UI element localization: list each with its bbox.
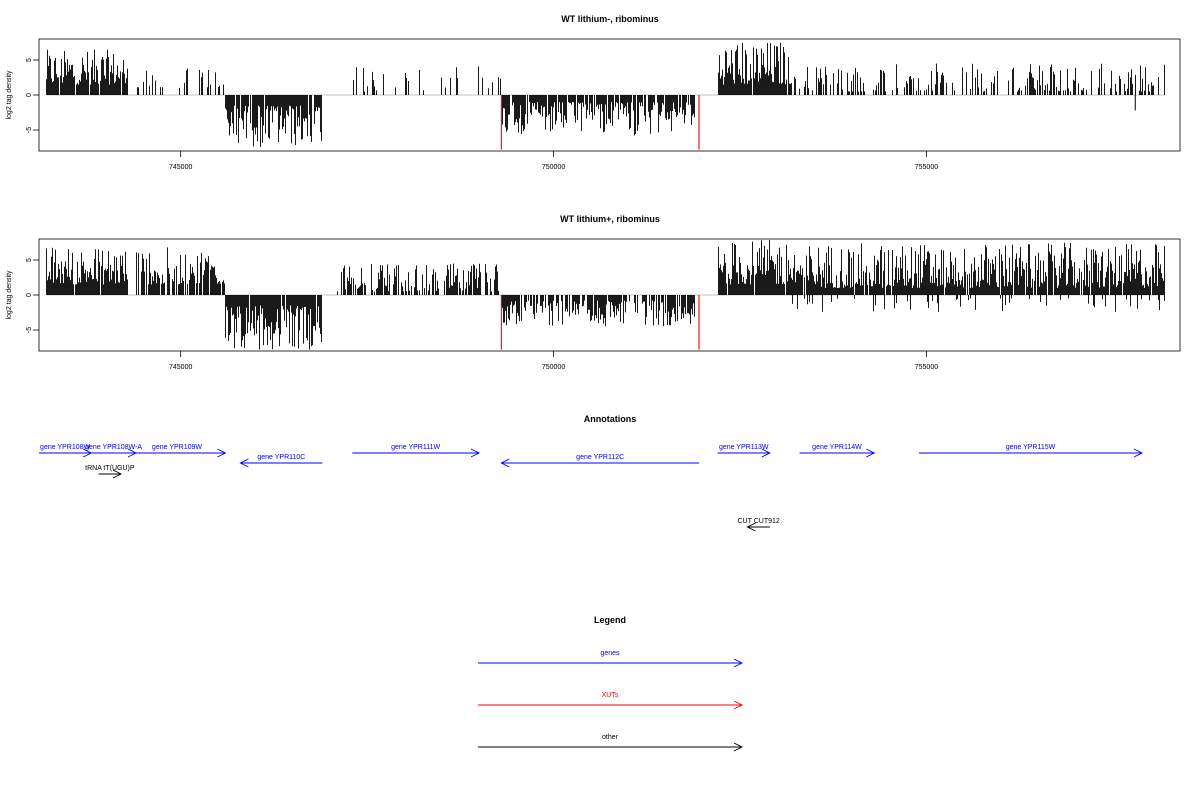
annotation-feature: gene YPR111W [352,444,480,458]
arrow-head [733,742,744,752]
legend-label: other [602,734,619,741]
feature-label: CUT CUT912 [738,518,780,525]
y-tick-label: -5 [26,127,33,133]
y-tick-label: 5 [26,58,33,62]
feature-label: gene YPR110C [257,454,305,461]
arrow-head [761,448,771,458]
annotation-feature: gene YPR109W [128,444,227,458]
axes: 745000 750000 755000 -5 0 5 [26,258,938,371]
signal-bars [46,42,1166,150]
y-tick-label: -5 [26,327,33,333]
arrow-head [112,469,123,479]
y-axis-label: log2 tag density [6,70,13,120]
arrow-head [733,658,744,668]
arrow-head [500,458,510,468]
feature-label: gene YPR112C [576,454,624,461]
legend-entry: XUTs [478,692,744,710]
track-title: WT lithium-, ribominus [561,14,659,24]
legend-label: XUTs [602,692,619,699]
legend-entry: other [478,734,744,752]
legend-title: Legend [594,615,626,625]
y-tick-label: 0 [26,93,33,97]
annotation-feature: gene YPR114W [799,444,876,458]
y-axis-label: log2 tag density [6,270,13,320]
legend-entry: genes [478,650,744,668]
arrow-head [217,448,227,458]
arrow-head [866,448,876,458]
feature-label: tRNA tT(UGU)P [85,465,135,472]
feature-label: gene YPR108W-A [85,444,142,451]
feature-label: gene YPR115W [1006,444,1056,451]
signal-bars [46,240,1166,350]
annotation-feature: gene YPR112C [500,454,699,468]
feature-label: gene YPR114W [812,444,862,451]
x-tick-label: 750000 [542,164,565,171]
track-panel-lithium-minus: WT lithium-, ribominus log2 tag density … [6,14,1181,171]
annotation-feature: gene YPR108W-A [85,444,142,458]
annotation-feature: gene YPR115W [918,444,1144,458]
legend-label: genes [600,650,620,657]
arrow-head [746,522,756,532]
annotation-feature: gene YPR110C [239,454,323,468]
annotation-feature: tRNA tT(UGU)P [85,465,135,479]
feature-label: gene YPR111W [391,444,440,451]
annotation-feature: CUT CUT912 [738,518,780,532]
feature-label: gene YPR113W [719,444,769,451]
arrow-head [83,448,93,458]
x-tick-label: 745000 [169,364,192,371]
x-tick-label: 745000 [169,164,192,171]
track-title: WT lithium+, ribominus [560,214,660,224]
axes: 745000 750000 755000 -5 0 5 [26,58,938,171]
legend-entries: genes XUTs other [478,650,744,752]
feature-label: gene YPR108W [40,444,90,451]
annotations-title: Annotations [584,414,637,424]
y-tick-label: 5 [26,258,33,262]
annotation-feature: gene YPR113W [717,444,771,458]
feature-label: gene YPR109W [152,444,202,451]
y-tick-label: 0 [26,293,33,297]
x-tick-label: 750000 [542,364,565,371]
x-tick-label: 755000 [915,164,938,171]
annotation-feature: gene YPR108W [39,444,93,458]
arrow-head [239,458,249,468]
arrow-head [1133,448,1144,458]
x-tick-label: 755000 [915,364,938,371]
legend: Legend genes XUTs other [478,615,744,752]
arrow-head [470,448,480,458]
arrow-head [733,700,744,710]
track-panel-lithium-plus: WT lithium+, ribominus log2 tag density … [6,214,1181,371]
